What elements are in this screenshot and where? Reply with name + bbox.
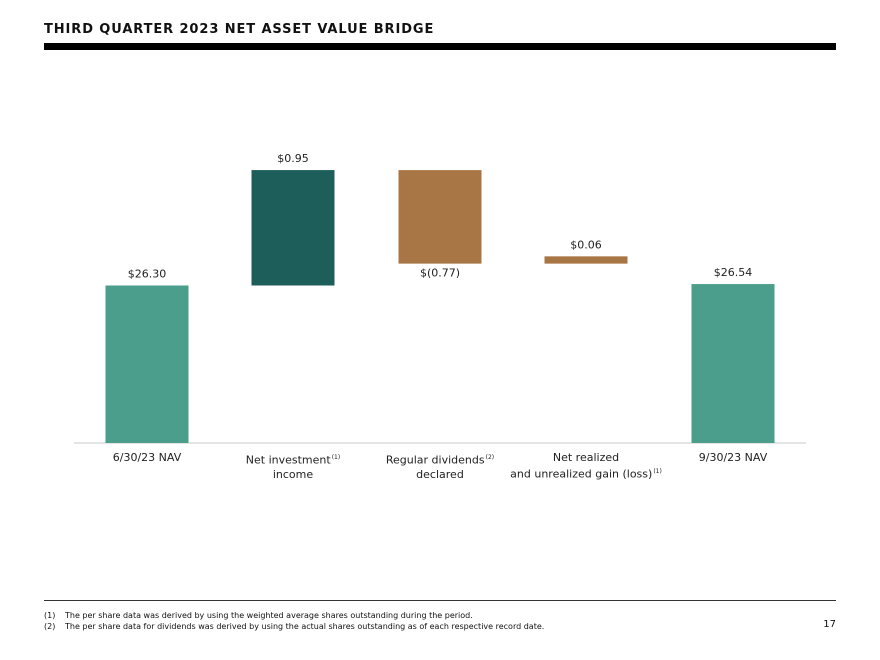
footnotes: (1) The per share data was derived by us…: [44, 610, 544, 632]
bar-1: [105, 285, 189, 443]
footnote-2-number: (2): [44, 622, 56, 631]
category-label-5: 9/30/23 NAV: [653, 451, 813, 465]
footnote-2-text: The per share data for dividends was der…: [65, 622, 545, 631]
bar-4: [544, 256, 628, 264]
page-number: 17: [823, 619, 836, 630]
category-label-3: Regular dividends(2) declared: [360, 451, 520, 482]
footnote-1-text: The per share data was derived by using …: [65, 611, 473, 620]
category-label-4: Net realized and unrealized gain (loss)(1…: [506, 451, 666, 482]
footnote-1: (1) The per share data was derived by us…: [44, 610, 544, 621]
category-label-4-line-2: and unrealized gain (loss)(1): [510, 467, 662, 481]
category-label-2-line-2: income: [272, 467, 314, 481]
category-label-1-line-1: 6/30/23 NAV: [112, 451, 182, 464]
nav-bridge-chart: $26.30 $0.95 $(0.77) $0.06 $26.54: [74, 152, 806, 444]
page-title: THIRD QUARTER 2023 NET ASSET VALUE BRIDG…: [44, 22, 435, 37]
data-label-4: $0.06: [570, 238, 602, 251]
bar-2: [251, 170, 335, 286]
data-label-3: $(0.77): [420, 267, 460, 280]
bar-5: [691, 284, 775, 443]
category-label-3-line-1: Regular dividends(2): [385, 453, 495, 467]
category-label-1: 6/30/23 NAV: [67, 451, 227, 465]
category-label-5-line-1: 9/30/23 NAV: [698, 451, 768, 464]
data-label-5: $26.54: [714, 266, 753, 279]
footnote-ref: (1): [653, 468, 662, 475]
footnote-ref: (2): [485, 454, 495, 461]
bar-3: [398, 170, 482, 264]
category-label-2: Net investment(1) income: [213, 451, 373, 482]
footnote-rule: [44, 600, 836, 601]
footnote-ref: (1): [331, 454, 341, 461]
footnote-1-number: (1): [44, 611, 56, 620]
category-label-2-line-1: Net investment(1): [245, 453, 341, 467]
data-label-2: $0.95: [277, 152, 309, 165]
title-rule: [44, 43, 836, 50]
category-label-3-line-2: declared: [416, 467, 464, 481]
footnote-2: (2) The per share data for dividends was…: [44, 621, 544, 632]
data-label-1: $26.30: [128, 268, 167, 281]
category-label-4-line-1: Net realized: [552, 451, 620, 464]
